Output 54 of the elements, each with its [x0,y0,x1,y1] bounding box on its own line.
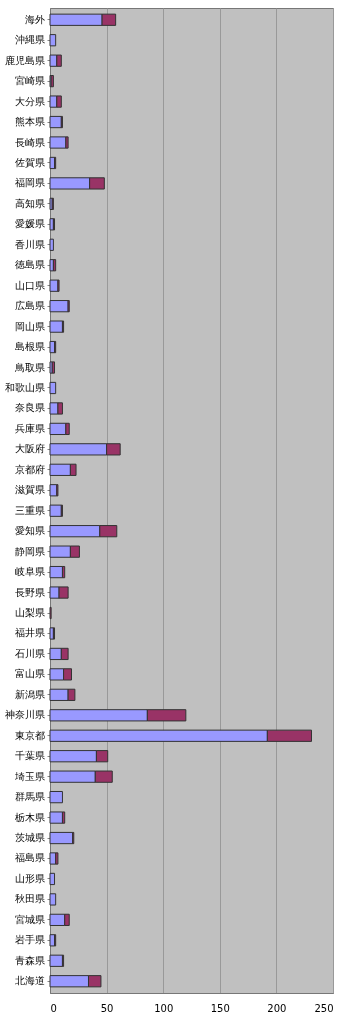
y-tick-label: 青森県 [14,954,45,966]
y-tick-label: 熊本県 [14,116,45,128]
y-tick-label: 神奈川県 [4,709,45,721]
y-tick-label: 東京都 [14,729,45,741]
y-tick-label: 石川県 [14,647,45,659]
y-tick-label: 岩手県 [14,934,45,946]
y-tick-label: 宮崎県 [14,75,45,87]
y-tick-label: 福岡県 [14,177,45,189]
y-tick-label: 千葉県 [14,750,45,762]
y-tick-label: 海外 [24,13,45,25]
y-tick-label: 群馬県 [14,791,45,803]
y-tick-label: 新潟県 [14,688,45,700]
y-tick-label: 京都府 [14,463,45,475]
y-tick-label: 岐阜県 [14,566,45,578]
y-tick-label: 福井県 [14,627,45,639]
y-tick-label: 秋田県 [14,893,45,905]
y-tick-label: 福島県 [14,852,45,864]
y-tick-label: 愛知県 [14,525,45,537]
y-tick-label: 鳥取県 [13,361,45,373]
y-tick-label: 岡山県 [14,320,45,332]
y-tick-label: 三重県 [14,504,45,516]
y-tick-label: 愛媛県 [14,218,45,230]
y-tick-label: 奈良県 [14,402,45,414]
y-tick-label: 兵庫県 [14,422,45,434]
y-tick-label: 大分県 [14,95,45,107]
x-tick-label: 100 [154,1002,174,1014]
y-tick-label: 和歌山県 [4,381,45,393]
y-tick-label: 香川県 [14,238,45,250]
y-tick-label: 鹿児島県 [4,54,45,66]
y-tick-label: 広島県 [14,300,45,312]
x-tick-label: 250 [314,1002,334,1014]
y-tick-label: 滋賀県 [14,484,45,496]
y-tick-label: 山口県 [14,279,45,291]
y-tick-label: 佐賀県 [14,156,45,168]
y-tick-label: 山梨県 [14,607,45,619]
y-tick-label: 宮城県 [14,913,45,925]
y-tick-label: 埼玉県 [13,770,45,782]
y-tick-label: 茨城県 [14,832,45,844]
y-tick-label: 静岡県 [14,545,45,557]
y-tick-label: 長野県 [14,586,45,598]
y-tick-label: 長崎県 [14,136,45,148]
y-tick-label: 高知県 [14,197,45,209]
y-tick-label: 山形県 [14,872,45,884]
y-tick-label: 沖縄県 [14,34,45,46]
y-tick-label: 大阪府 [14,443,45,455]
y-tick-label: 北海道 [14,975,45,987]
x-tick-label: 50 [100,1002,114,1014]
y-tick-label: 島根県 [14,341,45,353]
x-tick-label: 150 [210,1002,230,1014]
y-tick-label: 栃木県 [14,811,45,823]
x-tick-label: 0 [50,1002,57,1014]
x-tick-label: 200 [267,1002,287,1014]
y-tick-label: 富山県 [14,668,45,680]
y-tick-label: 徳島県 [14,259,45,271]
